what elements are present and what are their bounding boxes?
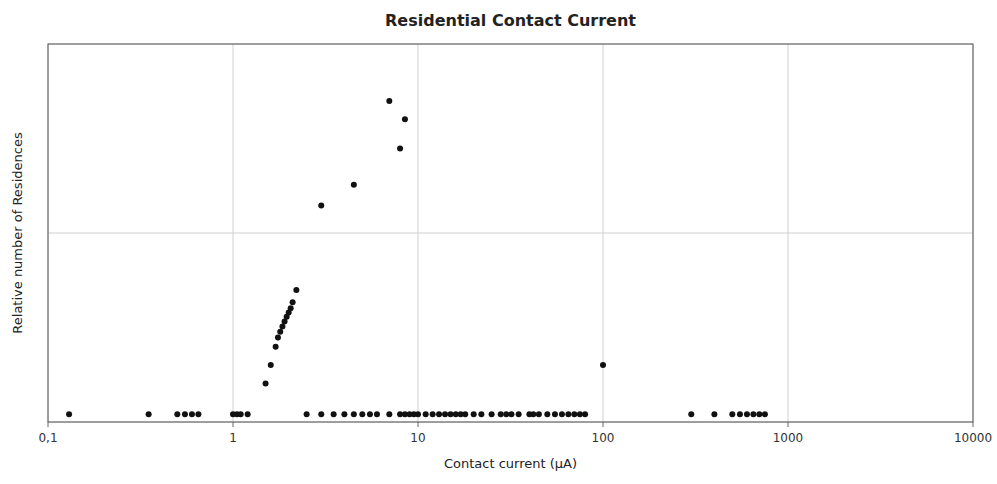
point (552, 411, 558, 417)
point (273, 344, 279, 350)
point (711, 411, 717, 417)
point (341, 411, 347, 417)
point (544, 411, 550, 417)
point (66, 411, 72, 417)
grid (48, 44, 973, 422)
y-axis-label: Relative number of Residences (10, 132, 25, 334)
point (195, 411, 201, 417)
point (386, 411, 392, 417)
point (600, 362, 606, 368)
x-tick-label: 1 (229, 431, 237, 445)
point (571, 411, 577, 417)
point (174, 411, 180, 417)
plot-frame (48, 44, 973, 422)
point (536, 411, 542, 417)
points (66, 98, 768, 417)
point (318, 411, 324, 417)
point (498, 411, 504, 417)
point (238, 411, 244, 417)
point (565, 411, 571, 417)
point (430, 411, 436, 417)
point (489, 411, 495, 417)
point (448, 411, 454, 417)
point (182, 411, 188, 417)
point (530, 411, 536, 417)
point (374, 411, 380, 417)
point (756, 411, 762, 417)
x-tick (233, 422, 234, 427)
point (402, 116, 408, 122)
x-tick-label: 10 (410, 431, 425, 445)
point (268, 362, 274, 368)
point (737, 411, 743, 417)
point (263, 380, 269, 386)
point (277, 329, 283, 335)
x-tick-label: 1000 (773, 431, 804, 445)
point (386, 98, 392, 104)
x-tick (788, 422, 789, 427)
point (351, 182, 357, 188)
point (359, 411, 365, 417)
plot-area (48, 44, 973, 422)
y-grid-line (48, 233, 973, 234)
x-tick (48, 422, 49, 427)
title: Residential Contact Current (385, 11, 636, 30)
x-tick-label: 100 (592, 431, 615, 445)
point (436, 411, 442, 417)
x-tick (603, 422, 604, 427)
point (503, 411, 509, 417)
point (688, 411, 694, 417)
point (290, 299, 296, 305)
x-tick (418, 422, 419, 427)
point (189, 411, 195, 417)
point (288, 305, 294, 311)
point (559, 411, 565, 417)
point (245, 411, 251, 417)
point (318, 202, 324, 208)
point (442, 411, 448, 417)
point (351, 411, 357, 417)
point (516, 411, 522, 417)
x-tick-label: 10000 (954, 431, 992, 445)
point (397, 145, 403, 151)
point (762, 411, 768, 417)
point (415, 411, 421, 417)
point (293, 287, 299, 293)
point (478, 411, 484, 417)
x-axis-label: Contact current (µA) (444, 456, 577, 471)
point (423, 411, 429, 417)
x-tick (973, 422, 974, 427)
point (462, 411, 468, 417)
point (146, 411, 152, 417)
point (577, 411, 583, 417)
point (744, 411, 750, 417)
point (304, 411, 310, 417)
point (331, 411, 337, 417)
x-tick-label: 0,1 (38, 431, 57, 445)
point (275, 334, 281, 340)
chart: 0,1 1 10 100 1000 10000 Residential Contact Cu… (0, 0, 997, 484)
point (508, 411, 514, 417)
point (729, 411, 735, 417)
point (750, 411, 756, 417)
point (471, 411, 477, 417)
point (582, 411, 588, 417)
point (367, 411, 373, 417)
